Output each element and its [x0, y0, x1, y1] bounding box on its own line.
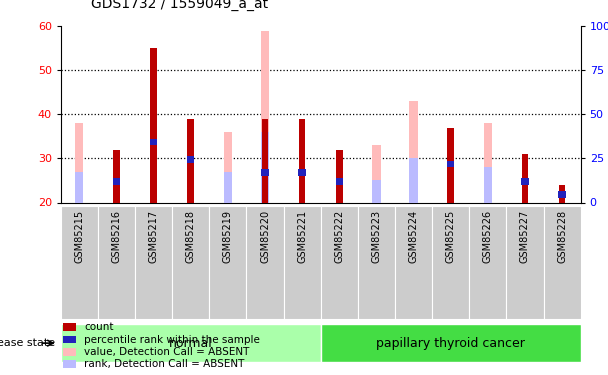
Text: GSM85224: GSM85224 — [409, 210, 418, 263]
Bar — [172, 206, 209, 319]
Text: GSM85221: GSM85221 — [297, 210, 307, 263]
Text: GSM85228: GSM85228 — [557, 210, 567, 263]
Bar — [447, 160, 454, 167]
Bar — [484, 123, 492, 202]
Bar — [224, 132, 232, 202]
Text: GSM85227: GSM85227 — [520, 210, 530, 263]
Bar — [484, 167, 492, 202]
Bar — [261, 170, 269, 176]
Bar — [506, 206, 544, 319]
Bar — [521, 178, 528, 185]
Bar — [75, 172, 83, 202]
Bar — [261, 31, 269, 202]
Text: GDS1732 / 1559049_a_at: GDS1732 / 1559049_a_at — [91, 0, 268, 11]
Bar — [336, 150, 343, 202]
Text: percentile rank within the sample: percentile rank within the sample — [84, 334, 260, 345]
Bar — [113, 178, 120, 185]
Bar — [321, 324, 581, 362]
Bar — [409, 101, 418, 202]
Text: GSM85215: GSM85215 — [74, 210, 85, 263]
Bar — [261, 132, 269, 202]
Text: GSM85216: GSM85216 — [111, 210, 122, 262]
Bar — [283, 206, 321, 319]
Bar — [209, 206, 246, 319]
Text: disease state: disease state — [0, 338, 55, 348]
Bar — [432, 206, 469, 319]
Bar — [150, 139, 157, 145]
Bar — [299, 119, 305, 202]
Bar — [469, 206, 506, 319]
Bar — [372, 145, 381, 202]
Bar — [321, 206, 358, 319]
Bar — [558, 192, 566, 198]
Bar — [447, 128, 454, 202]
Text: GSM85217: GSM85217 — [148, 210, 159, 263]
Text: GSM85226: GSM85226 — [483, 210, 493, 263]
Bar — [299, 170, 306, 176]
Bar — [63, 336, 77, 344]
Bar — [395, 206, 432, 319]
Bar — [246, 206, 283, 319]
Bar — [224, 172, 232, 202]
Bar — [544, 206, 581, 319]
Text: papillary thyroid cancer: papillary thyroid cancer — [376, 337, 525, 350]
Text: GSM85225: GSM85225 — [446, 210, 455, 263]
Bar — [150, 48, 157, 202]
Text: GSM85218: GSM85218 — [186, 210, 196, 262]
Bar — [63, 324, 77, 331]
Bar — [63, 348, 77, 355]
Bar — [75, 123, 83, 202]
Bar — [98, 206, 135, 319]
Text: GSM85219: GSM85219 — [223, 210, 233, 262]
Text: rank, Detection Call = ABSENT: rank, Detection Call = ABSENT — [84, 359, 244, 369]
Bar — [336, 178, 343, 185]
Text: GSM85222: GSM85222 — [334, 210, 344, 263]
Bar — [358, 206, 395, 319]
Bar — [63, 360, 77, 368]
Bar — [187, 156, 195, 163]
Bar — [559, 185, 565, 202]
Bar — [372, 180, 381, 203]
Text: GSM85220: GSM85220 — [260, 210, 270, 263]
Bar — [61, 324, 321, 362]
Bar — [113, 150, 120, 202]
Bar — [135, 206, 172, 319]
Bar — [187, 119, 194, 202]
Text: normal: normal — [169, 337, 213, 350]
Bar — [61, 206, 98, 319]
Text: count: count — [84, 322, 114, 332]
Text: GSM85223: GSM85223 — [371, 210, 381, 263]
Text: value, Detection Call = ABSENT: value, Detection Call = ABSENT — [84, 347, 249, 357]
Bar — [522, 154, 528, 203]
Bar — [409, 158, 418, 203]
Bar — [261, 119, 268, 202]
